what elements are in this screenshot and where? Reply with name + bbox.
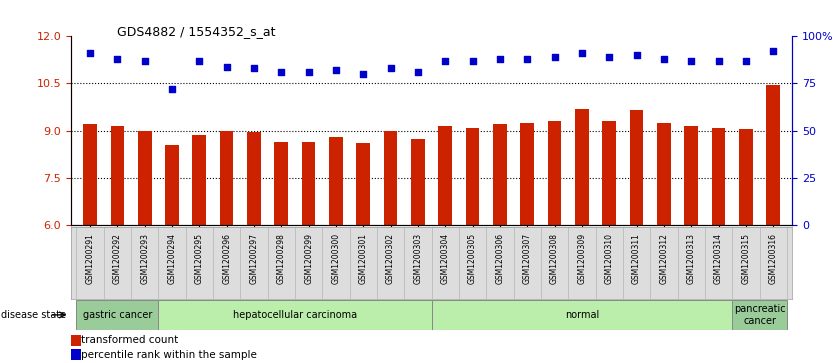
- Text: GSM1200312: GSM1200312: [660, 233, 668, 284]
- Point: [165, 86, 178, 92]
- Point: [357, 71, 370, 77]
- Text: GDS4882 / 1554352_s_at: GDS4882 / 1554352_s_at: [117, 25, 275, 38]
- Point: [548, 54, 561, 60]
- Bar: [329, 137, 343, 225]
- Text: GSM1200315: GSM1200315: [741, 233, 751, 284]
- Text: GSM1200299: GSM1200299: [304, 233, 313, 284]
- Text: GSM1200297: GSM1200297: [249, 233, 259, 284]
- Point: [329, 68, 343, 73]
- Text: GSM1200309: GSM1200309: [577, 233, 586, 284]
- Text: GSM1200293: GSM1200293: [140, 233, 149, 284]
- Point: [739, 58, 752, 64]
- Bar: [732, 300, 786, 330]
- Text: GSM1200302: GSM1200302: [386, 233, 395, 284]
- Bar: [432, 300, 732, 330]
- Bar: [274, 142, 288, 225]
- Text: GSM1200296: GSM1200296: [222, 233, 231, 284]
- Bar: [302, 142, 315, 225]
- Point: [411, 69, 425, 75]
- Text: percentile rank within the sample: percentile rank within the sample: [81, 350, 257, 360]
- Point: [602, 54, 615, 60]
- Bar: [493, 125, 507, 225]
- Point: [83, 50, 97, 56]
- Point: [630, 52, 643, 58]
- Bar: [111, 126, 124, 225]
- Text: transformed count: transformed count: [81, 335, 178, 346]
- Bar: [766, 85, 780, 225]
- Bar: [220, 131, 234, 225]
- Point: [657, 56, 671, 62]
- Text: hepatocellular carcinoma: hepatocellular carcinoma: [233, 310, 357, 320]
- Text: GSM1200307: GSM1200307: [523, 233, 532, 284]
- Text: GSM1200300: GSM1200300: [331, 233, 340, 284]
- Text: GSM1200301: GSM1200301: [359, 233, 368, 284]
- Bar: [411, 139, 425, 225]
- Point: [111, 56, 124, 62]
- Text: disease state: disease state: [1, 310, 66, 320]
- Point: [220, 64, 234, 69]
- Bar: [657, 123, 671, 225]
- Bar: [138, 131, 152, 225]
- Bar: [575, 109, 589, 225]
- Point: [766, 49, 780, 54]
- Text: pancreatic
cancer: pancreatic cancer: [734, 304, 786, 326]
- Text: GSM1200313: GSM1200313: [686, 233, 696, 284]
- Bar: [83, 125, 97, 225]
- Bar: [465, 127, 480, 225]
- Text: GSM1200294: GSM1200294: [168, 233, 177, 284]
- Text: GSM1200292: GSM1200292: [113, 233, 122, 284]
- Bar: [384, 131, 398, 225]
- Bar: [77, 300, 158, 330]
- Text: GSM1200314: GSM1200314: [714, 233, 723, 284]
- Point: [575, 50, 589, 56]
- Text: GSM1200310: GSM1200310: [605, 233, 614, 284]
- Text: GSM1200304: GSM1200304: [440, 233, 450, 284]
- Point: [248, 65, 261, 71]
- Bar: [711, 127, 726, 225]
- Bar: [193, 135, 206, 225]
- Bar: [439, 126, 452, 225]
- Point: [193, 58, 206, 64]
- Text: GSM1200303: GSM1200303: [414, 233, 423, 284]
- Text: GSM1200308: GSM1200308: [550, 233, 559, 284]
- Text: GSM1200305: GSM1200305: [468, 233, 477, 284]
- Bar: [520, 123, 534, 225]
- Text: GSM1200316: GSM1200316: [769, 233, 777, 284]
- Point: [712, 58, 726, 64]
- Point: [439, 58, 452, 64]
- Bar: [158, 300, 432, 330]
- Text: GSM1200306: GSM1200306: [495, 233, 505, 284]
- Point: [493, 56, 506, 62]
- Bar: [602, 121, 616, 225]
- Point: [138, 58, 151, 64]
- Bar: [739, 129, 752, 225]
- Text: normal: normal: [565, 310, 599, 320]
- Point: [685, 58, 698, 64]
- Text: GSM1200295: GSM1200295: [195, 233, 203, 284]
- Point: [274, 69, 288, 75]
- Bar: [165, 145, 178, 225]
- Bar: [630, 110, 643, 225]
- Bar: [685, 126, 698, 225]
- Point: [466, 58, 480, 64]
- Bar: [548, 121, 561, 225]
- Bar: [247, 132, 261, 225]
- Point: [384, 65, 397, 71]
- Text: gastric cancer: gastric cancer: [83, 310, 152, 320]
- Point: [302, 69, 315, 75]
- Text: GSM1200298: GSM1200298: [277, 233, 286, 284]
- Point: [520, 56, 534, 62]
- Text: GSM1200291: GSM1200291: [86, 233, 94, 284]
- Text: GSM1200311: GSM1200311: [632, 233, 641, 284]
- Bar: [356, 143, 370, 225]
